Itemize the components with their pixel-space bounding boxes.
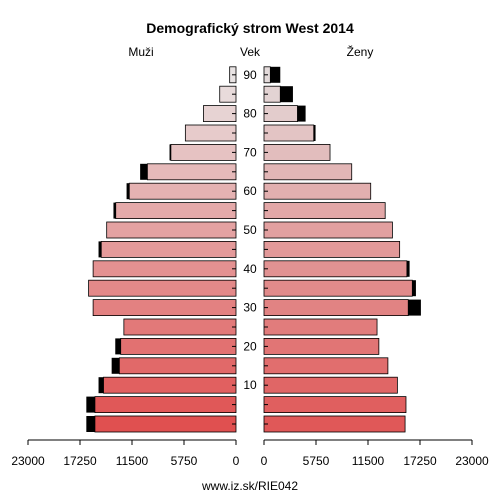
male-extra-bar-age-70: [169, 144, 171, 161]
female-bar-age-30: [263, 299, 409, 317]
male-bar-age-45: [100, 240, 237, 258]
male-bar-age-55: [115, 202, 237, 220]
female-extra-bar-age-85: [280, 86, 293, 103]
age-tick-label: 80: [243, 107, 257, 121]
female-extra-bar-age-30: [408, 299, 421, 316]
age-tick-label: 70: [243, 145, 257, 159]
female-bar-age-65: [263, 163, 353, 181]
female-bar-age-60: [263, 182, 372, 200]
female-bar-age-20: [263, 337, 380, 355]
value-tick-label: 5750: [303, 454, 330, 468]
female-extra-bar-age-40: [406, 260, 410, 277]
female-bar-age-0: [263, 415, 406, 433]
male-bar-age-15: [118, 357, 237, 375]
male-bar-age-65: [146, 163, 237, 181]
female-bar-age-35: [263, 279, 413, 297]
male-bar-age-0: [94, 415, 237, 433]
male-bar-age-10: [103, 376, 237, 394]
female-bar-age-5: [263, 396, 407, 414]
male-extra-bar-age-20: [115, 338, 121, 355]
male-bar-age-5: [94, 396, 237, 414]
source-label: www.iz.sk/RIE042: [201, 479, 298, 493]
age-tick-label: 40: [243, 262, 257, 276]
male-extra-bar-age-55: [113, 202, 116, 219]
male-bar-age-35: [88, 279, 237, 297]
age-tick-label: 30: [243, 301, 257, 315]
female-bar-age-80: [263, 105, 298, 122]
chart-title: Demografický strom West 2014: [146, 20, 354, 36]
male-bar-age-70: [170, 143, 237, 161]
female-bar-age-10: [263, 376, 398, 394]
right-series-label: Ženy: [347, 44, 374, 59]
age-tick-label: 50: [243, 223, 257, 237]
female-bar-age-75: [263, 124, 315, 142]
value-tick-label: 5750: [171, 454, 198, 468]
male-extra-bar-age-65: [140, 163, 148, 180]
male-extra-bar-age-60: [126, 183, 130, 200]
male-bar-age-20: [120, 337, 237, 355]
female-bars: [263, 66, 421, 433]
age-tick-label: 60: [243, 184, 257, 198]
value-axis: 23000 17250 11500 5750 0 0 5750 11500 17250 23000: [11, 439, 489, 468]
value-tick-label: 23000: [455, 454, 489, 468]
value-tick-label: 23000: [11, 454, 45, 468]
age-axis: 10 20 30 40 50 60 70 80 90: [232, 68, 268, 425]
left-series-label: Muži: [128, 45, 153, 59]
male-extra-bar-age-15: [111, 357, 120, 374]
female-bar-age-45: [263, 240, 401, 258]
female-extra-bar-age-35: [412, 280, 416, 297]
female-extra-bar-age-75: [313, 125, 316, 141]
female-bar-age-40: [263, 260, 408, 278]
female-bar-age-25: [263, 318, 378, 336]
male-bar-age-50: [106, 221, 237, 239]
female-bar-age-50: [263, 221, 393, 239]
male-bars: [86, 66, 237, 433]
male-bar-age-25: [123, 318, 237, 336]
value-tick-label: 11500: [116, 454, 149, 468]
value-tick-label: 17250: [403, 454, 437, 468]
age-tick-label: 10: [243, 378, 257, 392]
female-bar-age-55: [263, 202, 386, 220]
male-extra-bar-age-45: [98, 241, 102, 258]
value-tick-label: 0: [261, 454, 268, 468]
age-tick-label: 20: [243, 339, 257, 353]
male-bar-age-80: [203, 105, 237, 122]
male-extra-bar-age-0: [86, 416, 95, 432]
age-tick-label: 90: [243, 68, 257, 82]
value-tick-label: 11500: [352, 454, 385, 468]
female-bar-age-70: [263, 143, 331, 161]
female-extra-bar-age-80: [297, 105, 306, 122]
male-extra-bar-age-5: [86, 396, 95, 413]
male-bar-age-30: [92, 299, 237, 317]
value-tick-label: 17250: [63, 454, 97, 468]
male-bar-age-75: [184, 124, 237, 142]
value-tick-label: 0: [233, 454, 240, 468]
male-bar-age-60: [128, 182, 237, 200]
male-extra-bar-age-10: [98, 377, 104, 394]
center-axis-label: Vek: [240, 45, 261, 59]
male-bar-age-40: [92, 260, 237, 278]
female-bar-age-15: [263, 357, 389, 375]
female-extra-bar-age-90: [270, 66, 281, 83]
